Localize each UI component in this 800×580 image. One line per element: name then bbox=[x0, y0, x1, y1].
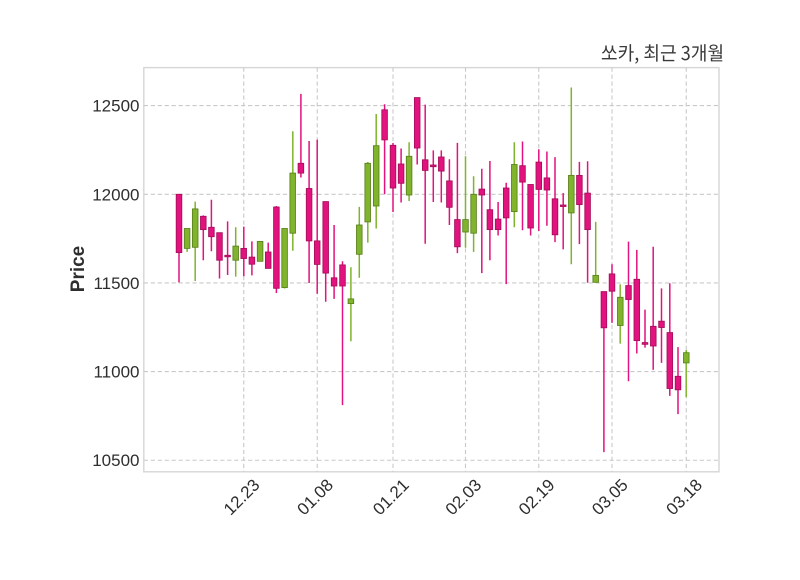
svg-text:11500: 11500 bbox=[93, 274, 139, 293]
svg-text:Price: Price bbox=[68, 246, 89, 292]
svg-text:12500: 12500 bbox=[92, 97, 139, 116]
svg-text:10500: 10500 bbox=[92, 451, 139, 470]
svg-text:12000: 12000 bbox=[92, 185, 139, 204]
svg-text:11000: 11000 bbox=[93, 363, 139, 382]
